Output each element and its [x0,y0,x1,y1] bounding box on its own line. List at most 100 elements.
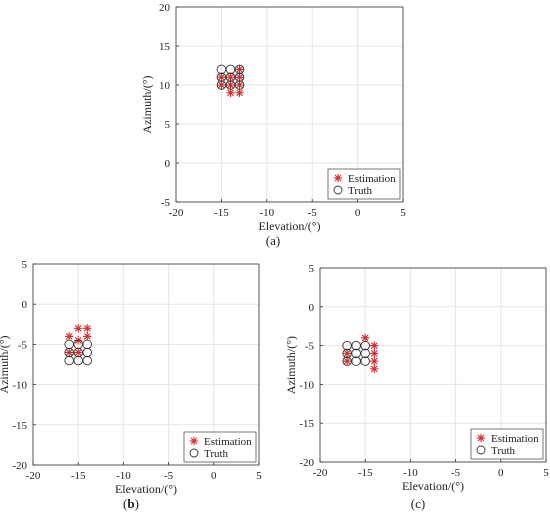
legend-label: Estimation [204,436,252,448]
y-tick-label: 0 [165,158,171,170]
y-tick-label: 0 [22,299,28,311]
estimation-point [83,332,92,341]
x-tick-label: 0 [355,207,361,219]
truth-point [234,80,245,90]
series-asterisk [342,333,379,374]
panel-caption: (c) [411,496,425,511]
truth-point [360,356,370,366]
truth-point [216,64,227,75]
caption-open: ( [123,496,127,511]
truth-point [225,80,236,90]
y-tick-label: 20 [159,2,171,14]
truth-point [234,64,245,75]
axes-box [175,6,404,203]
y-tick-label: -10 [299,379,314,391]
x-tick-label: -10 [403,467,418,479]
legend-box [327,168,401,200]
tick-labels: -20 -15 -10 -5 0 5 -5 0 5 10 15 20 [159,2,406,219]
y-tick-label: -15 [299,418,314,430]
truth-point [82,339,92,350]
y-tick-label: 15 [159,41,171,53]
estimation-point [370,341,379,350]
x-tick-label: -5 [451,467,461,479]
x-axis-label: Elevation/(°) [258,219,320,233]
chart-panel-a: -20 -15 -10 -5 0 5 -5 0 5 10 15 20 Elevation/(°) Azim… [140,2,406,248]
truth-point [234,72,245,82]
truth-point [360,340,370,351]
y-tick-label: 5 [165,119,171,131]
series-asterisk [217,65,244,97]
x-tick-label: -15 [71,470,86,482]
series-circle [216,64,245,90]
axes-box [319,267,547,463]
truth-point [225,64,236,75]
y-tick-label: 5 [22,259,28,271]
chart-panel-b: -20 -15 -10 -5 0 5 -20 -15 -10 -5 0 5 Elevation/(°) A… [0,259,262,511]
y-tick-label: 10 [159,80,171,92]
estimation-point [64,332,74,341]
y-tick-label: 5 [309,263,315,275]
legend-label: Estimation [348,173,396,185]
legend-box [183,431,257,463]
truth-point [225,72,236,82]
x-tick-label: -10 [116,470,131,482]
y-axis-label: Azimuth/(°) [0,335,11,393]
x-tick-label: -10 [259,207,274,219]
estimation-point [74,348,83,357]
estimation-point [235,80,244,90]
y-tick-label: -5 [161,197,171,209]
truth-point [216,72,227,82]
truth-point [216,80,227,90]
y-tick-label: 0 [309,302,315,314]
y-tick-label: -20 [299,457,314,469]
legend-truth-marker [189,448,199,458]
series-circle [64,339,92,366]
estimation-point [342,349,352,358]
legend-label: Truth [348,185,373,197]
legend-label: Truth [204,448,229,460]
estimation-point [361,333,370,343]
legend-estimation-marker [189,436,199,446]
x-tick-label: 5 [256,470,262,482]
x-tick-label: 5 [400,207,406,219]
x-tick-label: 0 [211,470,217,482]
grid-lines [175,6,404,203]
estimation-point [226,88,235,97]
legend-label: Estimation [491,433,539,445]
panel-caption: (a) [266,233,280,248]
tick-labels: -20 -15 -10 -5 0 5 -20 -15 -10 -5 0 5 [12,259,262,482]
truth-point [360,348,370,359]
y-tick-label: -15 [12,420,27,432]
x-tick-label: -5 [164,470,174,482]
x-tick-label: -20 [26,470,41,482]
x-tick-label: 0 [498,467,504,479]
x-tick-label: -5 [308,207,318,219]
y-tick-label: -5 [18,339,28,351]
estimation-point [235,73,244,82]
estimation-point [64,348,74,357]
legend-estimation-marker [333,173,343,183]
x-tick-label: -20 [169,207,184,219]
estimation-point [370,356,379,366]
x-tick-label: -15 [358,467,373,479]
series-circle [342,340,370,366]
estimation-point [370,349,379,358]
x-tick-label: -15 [214,207,229,219]
legend-truth-marker [476,445,486,455]
estimation-point [217,80,226,90]
truth-point [82,347,92,358]
y-tick-label: -20 [12,460,27,472]
estimation-point [74,324,83,333]
chart-panel-c: -20 -15 -10 -5 0 5 -20 -15 -10 -5 0 5 Elevation/(°) A… [284,263,549,511]
panel-caption: (b) [123,496,139,511]
tick-labels: -20 -15 -10 -5 0 5 -20 -15 -10 -5 0 5 [299,263,549,479]
y-tick-label: -5 [305,341,315,353]
y-axis-label: Azimuth/(°) [284,336,298,394]
caption-close: ) [135,496,139,511]
legend-truth-marker [333,185,343,195]
y-axis-label: Azimuth/(°) [140,75,154,133]
y-tick-label: -10 [12,380,27,392]
